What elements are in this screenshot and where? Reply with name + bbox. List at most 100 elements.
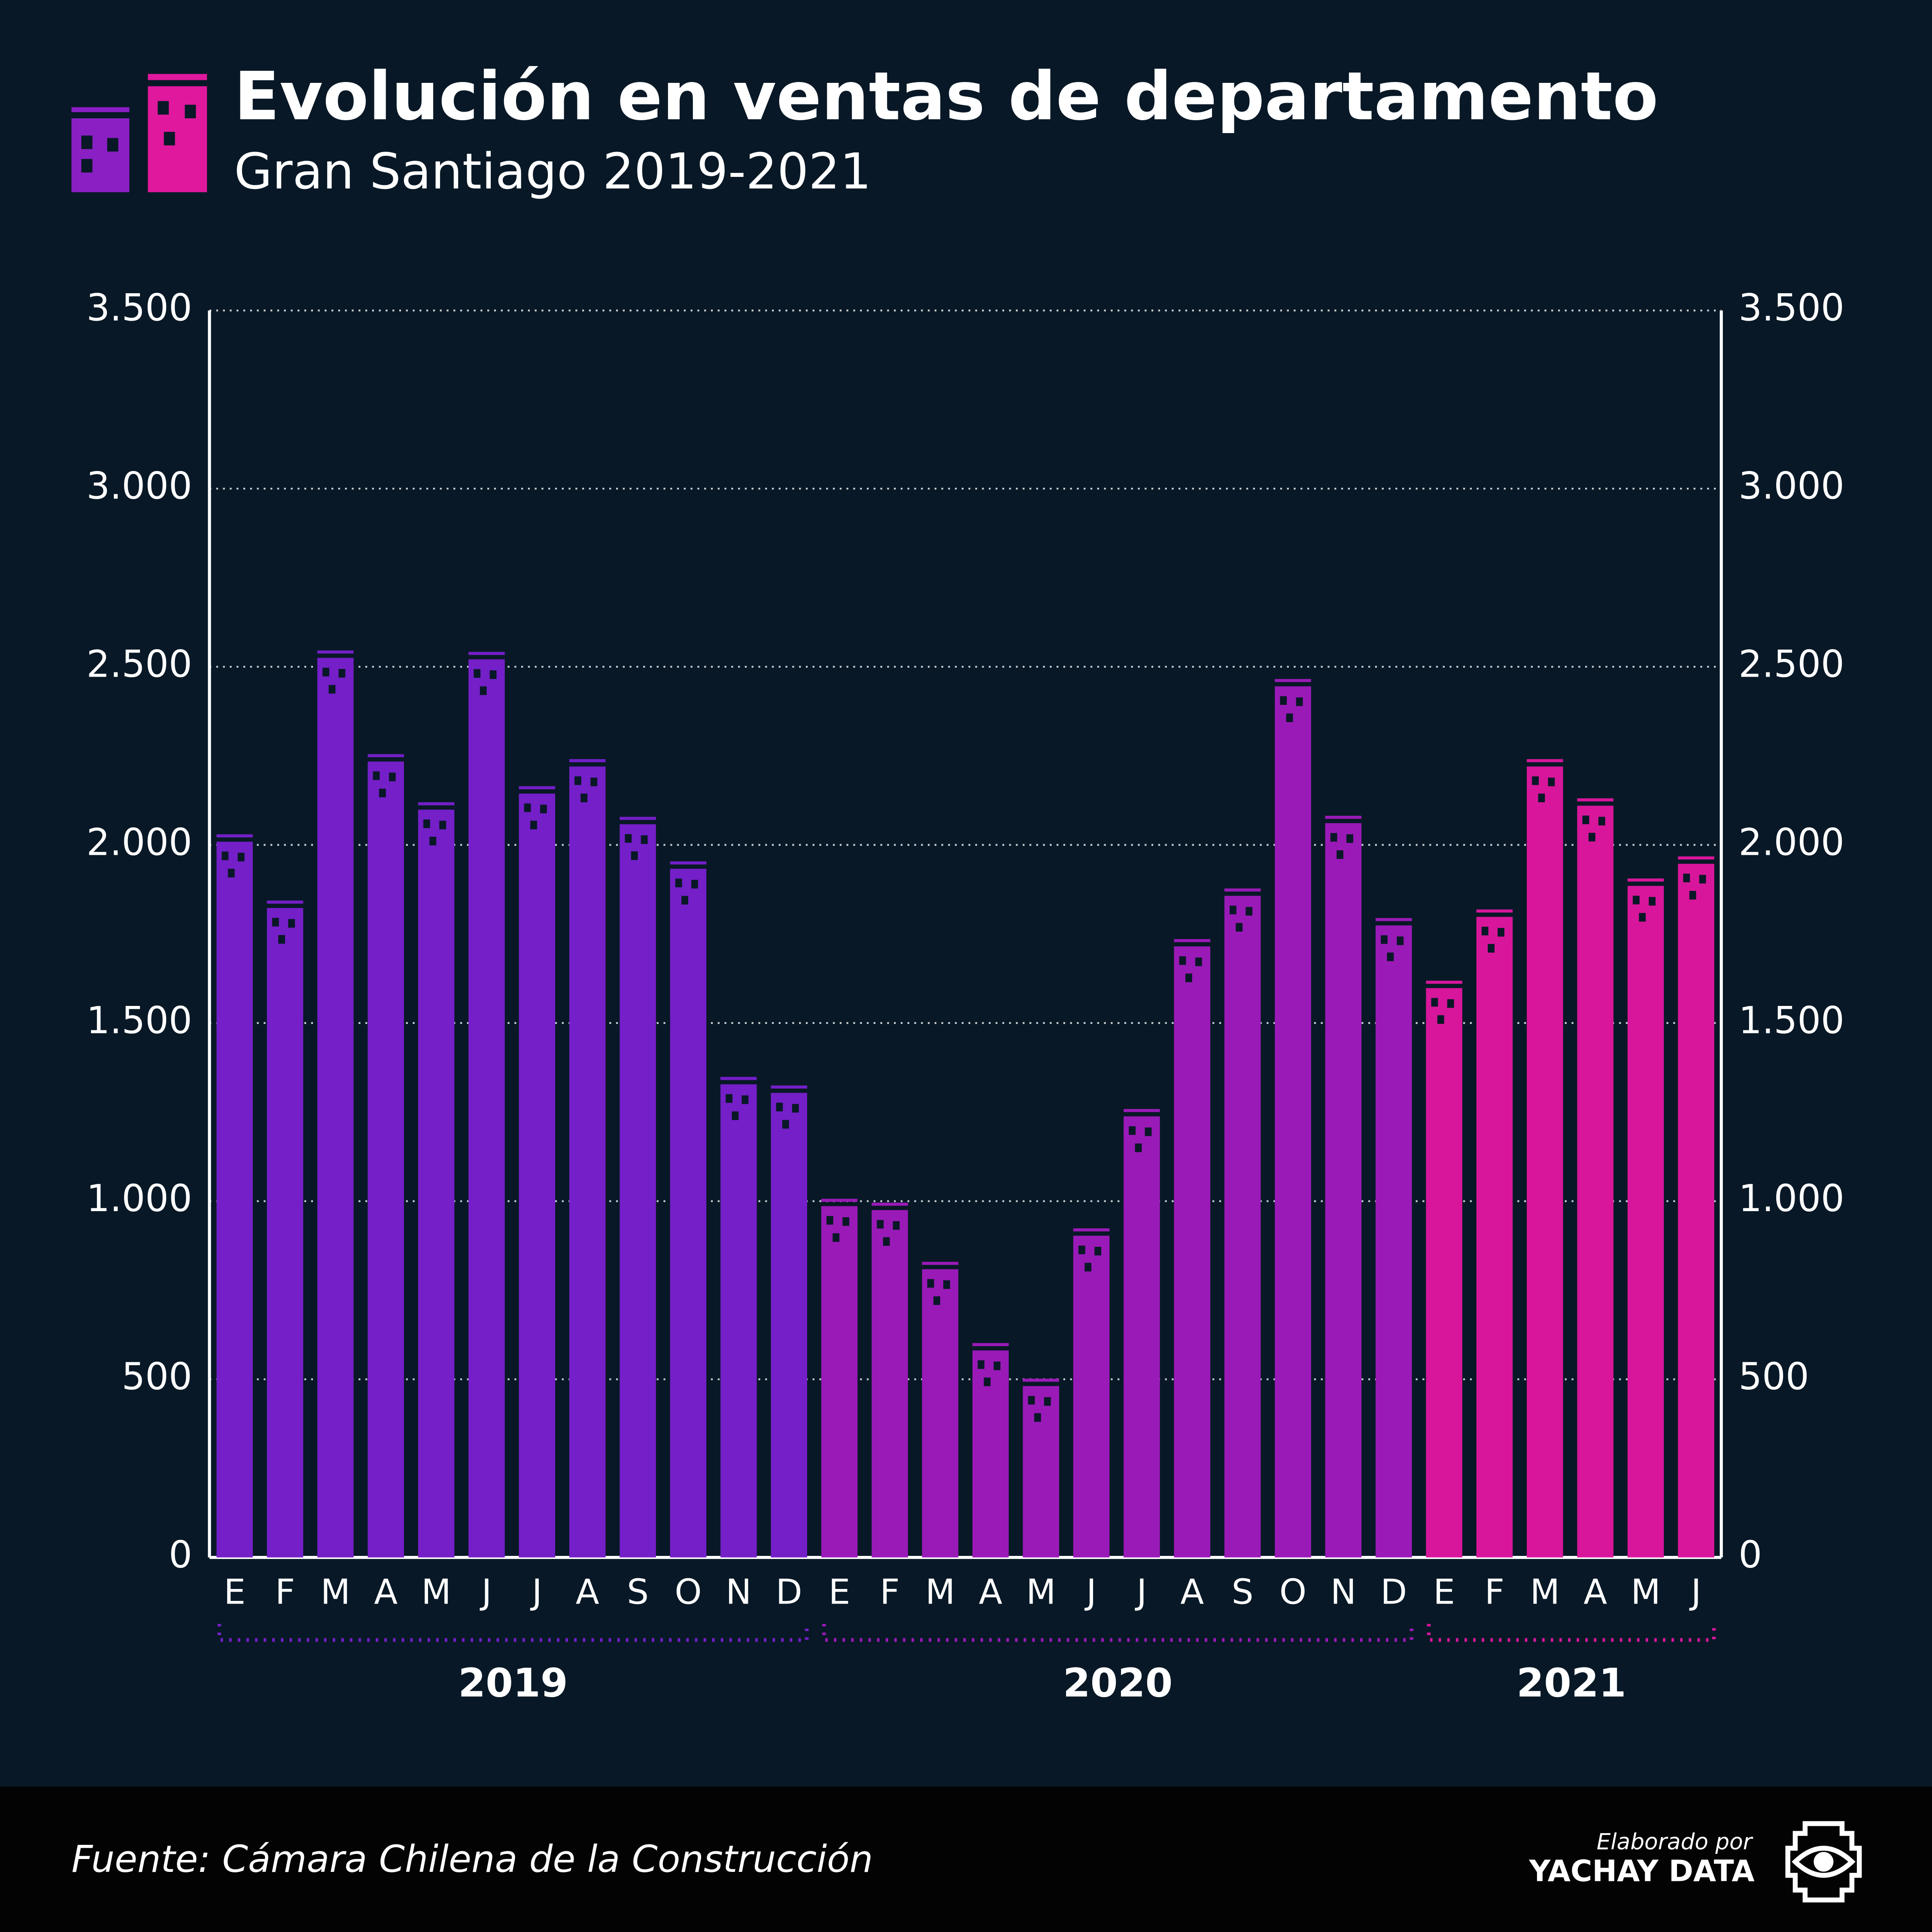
bar bbox=[1174, 946, 1211, 1558]
bar bbox=[821, 1206, 858, 1558]
bar-window bbox=[338, 669, 346, 678]
bar-window bbox=[1145, 1127, 1152, 1136]
bar-window bbox=[1245, 907, 1253, 916]
y-tick-label: 3.500 bbox=[86, 287, 192, 330]
bar-roof bbox=[267, 900, 304, 904]
bar-roof bbox=[418, 802, 455, 805]
y-tick-label: 2.000 bbox=[86, 821, 192, 864]
y2-tick-label: 500 bbox=[1738, 1355, 1809, 1398]
y-tick-label: 2.500 bbox=[86, 643, 192, 686]
x-tick-label: M bbox=[1026, 1572, 1056, 1612]
bar-window bbox=[1230, 905, 1236, 914]
bar-window bbox=[1397, 936, 1404, 945]
bar-window bbox=[272, 917, 279, 927]
bar-window bbox=[826, 1216, 833, 1225]
y-tick-label: 1.000 bbox=[86, 1177, 192, 1220]
bar-window bbox=[1437, 1015, 1444, 1024]
bar bbox=[368, 761, 404, 1558]
bar-window bbox=[228, 869, 235, 878]
y2-tick-label: 2.000 bbox=[1738, 821, 1844, 864]
bar-window bbox=[237, 853, 245, 862]
x-tick-label: A bbox=[374, 1572, 398, 1612]
x-tick-label: A bbox=[1180, 1572, 1204, 1612]
bar-window bbox=[328, 685, 336, 694]
bar-window bbox=[480, 686, 487, 695]
bar-window bbox=[1195, 957, 1202, 966]
bar bbox=[1476, 917, 1513, 1558]
bar-window bbox=[1286, 713, 1293, 722]
y-tick-label: 0 bbox=[169, 1534, 192, 1577]
bar-window bbox=[1135, 1143, 1142, 1152]
bar bbox=[1627, 886, 1664, 1558]
bar-window bbox=[1078, 1245, 1085, 1255]
bar bbox=[1224, 896, 1261, 1558]
x-tick-label: J bbox=[480, 1572, 492, 1612]
bar bbox=[620, 824, 656, 1558]
bar bbox=[922, 1269, 959, 1558]
bar bbox=[1275, 686, 1311, 1558]
bar-window bbox=[524, 803, 531, 812]
bar-roof bbox=[1577, 798, 1614, 802]
x-tick-label: A bbox=[979, 1572, 1002, 1612]
y2-tick-label: 3.000 bbox=[1738, 465, 1844, 508]
bar-roof bbox=[620, 817, 656, 820]
bar-window bbox=[1337, 850, 1343, 859]
bar-roof bbox=[468, 652, 505, 655]
x-tick-label: N bbox=[726, 1572, 751, 1612]
bar bbox=[771, 1093, 807, 1558]
bar-window bbox=[439, 820, 447, 829]
bar-roof bbox=[519, 786, 556, 790]
bar-window bbox=[732, 1111, 739, 1120]
y2-tick-label: 1.500 bbox=[1738, 999, 1844, 1042]
chart-title: Evolución en ventas de departamento bbox=[234, 58, 1658, 135]
bar-roof bbox=[1023, 1379, 1059, 1382]
bar-window bbox=[530, 820, 537, 829]
bar-window bbox=[423, 819, 430, 828]
x-tick-label: D bbox=[1380, 1572, 1407, 1612]
bar-roof bbox=[720, 1077, 757, 1080]
bar-roof bbox=[872, 1203, 908, 1206]
x-tick-label: A bbox=[576, 1572, 599, 1612]
x-tick-label: M bbox=[421, 1572, 451, 1612]
bar bbox=[317, 658, 354, 1558]
bar-roof bbox=[1476, 909, 1513, 913]
bar-roof bbox=[1527, 759, 1563, 762]
bar bbox=[1577, 805, 1614, 1558]
bar-window bbox=[631, 851, 638, 860]
bar bbox=[1426, 988, 1462, 1558]
bar-window bbox=[842, 1217, 850, 1226]
bar bbox=[1325, 823, 1362, 1558]
bar-window bbox=[1598, 817, 1605, 826]
bar-window bbox=[278, 935, 285, 944]
bar-roof bbox=[670, 861, 707, 865]
bar bbox=[1527, 766, 1563, 1558]
y2-tick-label: 2.500 bbox=[1738, 643, 1844, 686]
bar-window bbox=[1346, 834, 1353, 843]
bar-window bbox=[1498, 928, 1505, 937]
bar-roof bbox=[216, 834, 253, 838]
bar-window bbox=[741, 1095, 749, 1104]
bar-window bbox=[1589, 832, 1595, 841]
bar-window bbox=[883, 1237, 890, 1246]
bar-window bbox=[1084, 1263, 1092, 1272]
bar-roof bbox=[1627, 878, 1664, 882]
x-tick-label: J bbox=[530, 1572, 542, 1612]
bar-window bbox=[389, 772, 396, 781]
bar-window bbox=[379, 788, 386, 797]
bar-window bbox=[1094, 1247, 1101, 1256]
bar bbox=[670, 869, 707, 1558]
x-tick-label: M bbox=[1631, 1572, 1661, 1612]
bar bbox=[1678, 863, 1714, 1558]
bar-window bbox=[540, 805, 547, 814]
bar bbox=[267, 908, 304, 1558]
x-tick-label: E bbox=[224, 1572, 246, 1612]
x-tick-label: F bbox=[275, 1572, 295, 1612]
x-tick-label: N bbox=[1331, 1572, 1356, 1612]
y-tick-label: 1.500 bbox=[86, 999, 192, 1042]
bar-window bbox=[877, 1220, 884, 1229]
bar-window bbox=[1296, 697, 1303, 706]
bar-window bbox=[474, 669, 481, 678]
bar-roof bbox=[1224, 888, 1261, 892]
